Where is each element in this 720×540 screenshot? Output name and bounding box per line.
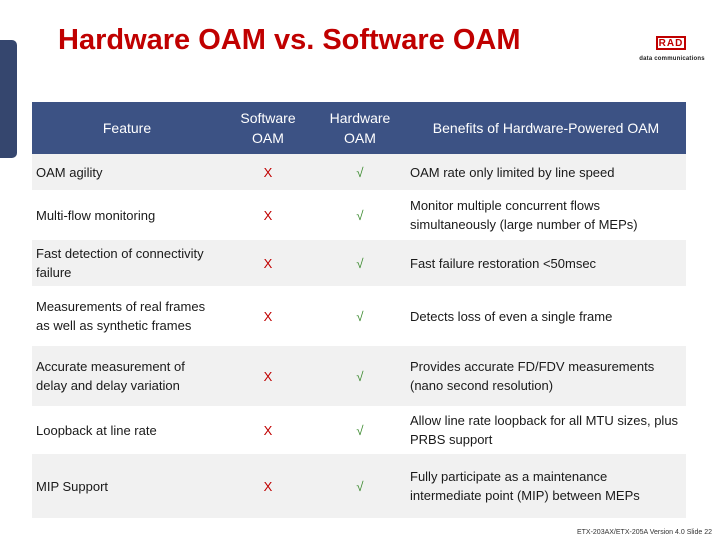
software-x-mark: X (222, 240, 314, 286)
hardware-check-mark: √ (314, 406, 406, 454)
feature-cell: Multi-flow monitoring (32, 190, 222, 240)
table-row: Measurements of real frames as well as s… (32, 286, 686, 346)
rad-logo: RAD data communications (636, 36, 708, 70)
feature-cell: OAM agility (32, 154, 222, 190)
table-row: OAM agility X √ OAM rate only limited by… (32, 154, 686, 190)
feature-cell: Loopback at line rate (32, 406, 222, 454)
hardware-check-mark: √ (314, 240, 406, 286)
software-x-mark: X (222, 454, 314, 518)
benefit-cell: Monitor multiple concurrent flows simult… (406, 190, 686, 240)
rad-logo-mark: RAD (656, 36, 686, 50)
benefit-cell: OAM rate only limited by line speed (406, 154, 686, 190)
benefit-cell: Provides accurate FD/FDV measurements (n… (406, 346, 686, 406)
header-hardware-oam: Hardware OAM (314, 102, 406, 154)
hardware-check-mark: √ (314, 286, 406, 346)
table-row: Loopback at line rate X √ Allow line rat… (32, 406, 686, 454)
benefit-cell: Allow line rate loopback for all MTU siz… (406, 406, 686, 454)
oam-comparison-table: Feature Software OAM Hardware OAM Benefi… (32, 102, 686, 518)
slide-title: Hardware OAM vs. Software OAM (58, 24, 521, 56)
hardware-check-mark: √ (314, 346, 406, 406)
hardware-check-mark: √ (314, 154, 406, 190)
table-row: Multi-flow monitoring X √ Monitor multip… (32, 190, 686, 240)
software-x-mark: X (222, 346, 314, 406)
benefit-cell: Fast failure restoration <50msec (406, 240, 686, 286)
hardware-check-mark: √ (314, 190, 406, 240)
header-feature: Feature (32, 102, 222, 154)
table-header-row: Feature Software OAM Hardware OAM Benefi… (32, 102, 686, 154)
slide-footer: ETX-203AX/ETX-205A Version 4.0 Slide 22 (576, 529, 712, 536)
feature-cell: Accurate measurement of delay and delay … (32, 346, 222, 406)
feature-cell: MIP Support (32, 454, 222, 518)
header-benefits: Benefits of Hardware-Powered OAM (406, 102, 686, 154)
rad-logo-subtitle: data communications (639, 56, 705, 62)
software-x-mark: X (222, 154, 314, 190)
table-row: Fast detection of connectivity failure X… (32, 240, 686, 286)
hardware-check-mark: √ (314, 454, 406, 518)
left-accent-bar (0, 40, 17, 158)
feature-cell: Measurements of real frames as well as s… (32, 286, 222, 346)
benefit-cell: Fully participate as a maintenance inter… (406, 454, 686, 518)
software-x-mark: X (222, 286, 314, 346)
software-x-mark: X (222, 190, 314, 240)
table-row: Accurate measurement of delay and delay … (32, 346, 686, 406)
benefit-cell: Detects loss of even a single frame (406, 286, 686, 346)
software-x-mark: X (222, 406, 314, 454)
feature-cell: Fast detection of connectivity failure (32, 240, 222, 286)
table-row: MIP Support X √ Fully participate as a m… (32, 454, 686, 518)
header-software-oam: Software OAM (222, 102, 314, 154)
